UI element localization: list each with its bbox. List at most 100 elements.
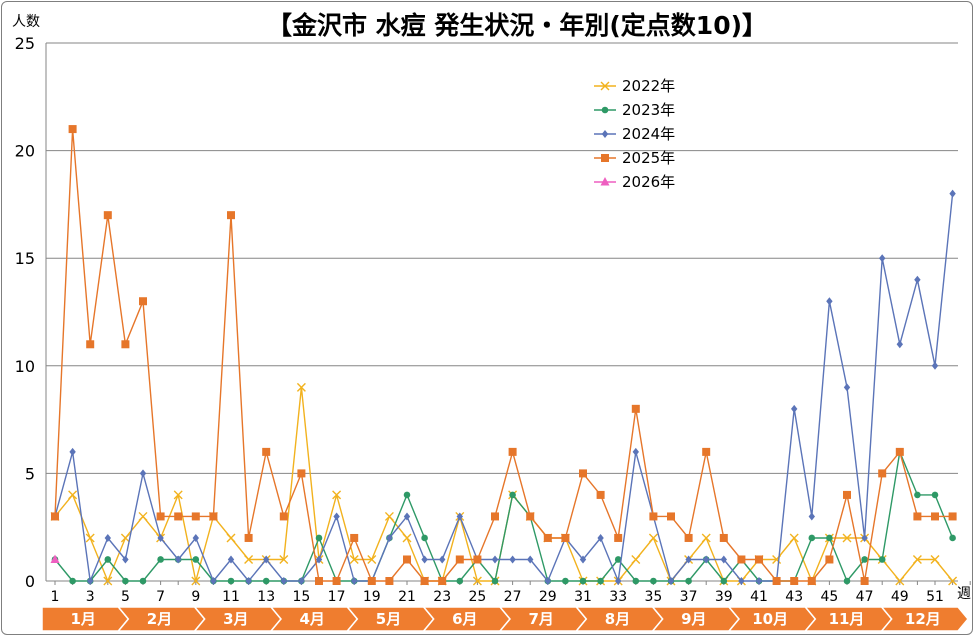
point-marker <box>103 576 113 586</box>
point-marker <box>808 534 816 542</box>
point-marker <box>279 554 289 564</box>
point-marker <box>297 469 306 478</box>
point-marker <box>139 469 147 478</box>
point-marker <box>403 491 411 499</box>
point-marker <box>68 125 77 134</box>
point-marker <box>719 533 728 542</box>
point-marker <box>738 577 745 585</box>
point-marker <box>685 555 692 564</box>
point-marker <box>737 555 746 564</box>
point-marker <box>526 512 535 521</box>
point-marker <box>843 577 851 585</box>
point-marker <box>192 556 200 563</box>
x-tick-label: 19 <box>363 589 381 605</box>
point-marker <box>139 577 147 585</box>
x-tick-label: 41 <box>750 589 768 605</box>
point-marker <box>720 555 727 564</box>
point-marker <box>421 555 428 564</box>
point-marker <box>543 533 552 542</box>
point-marker <box>826 534 833 542</box>
point-marker <box>579 469 587 478</box>
point-marker <box>227 577 235 585</box>
point-marker <box>87 577 94 585</box>
chart-title: 【金沢市 水痘 発生状況・年別(定点数10)】 <box>267 11 767 40</box>
point-marker <box>631 404 640 413</box>
point-marker <box>931 512 939 521</box>
point-marker <box>807 577 816 585</box>
point-marker <box>296 382 306 392</box>
month-band: 1月 2月 3月 4月 5月 6月 7月 8月 9月 10月 11月 12月 <box>41 606 969 632</box>
point-marker <box>808 512 815 521</box>
point-marker <box>861 533 868 542</box>
month-chevron: 10月 <box>727 606 817 632</box>
point-marker <box>227 555 235 564</box>
month-label: 2月 <box>147 610 172 628</box>
point-marker <box>914 491 921 499</box>
x-tick-label: 49 <box>891 589 909 605</box>
point-marker <box>684 533 693 542</box>
point-marker <box>298 577 305 585</box>
point-marker <box>861 556 868 563</box>
x-tick-label: 31 <box>574 589 592 605</box>
point-marker <box>69 577 76 585</box>
month-chevron: 4月 <box>269 606 359 632</box>
x-tick-label: 13 <box>257 589 275 605</box>
point-marker <box>315 534 323 542</box>
month-chevron: 8月 <box>574 606 664 632</box>
month-label: 3月 <box>223 610 248 628</box>
point-marker <box>685 577 692 585</box>
x-tick-label: 15 <box>292 589 310 605</box>
point-marker <box>386 533 393 542</box>
x-tick-label: 17 <box>328 589 346 605</box>
point-marker <box>703 555 710 564</box>
series-line <box>54 128 953 582</box>
point-marker <box>601 154 609 162</box>
point-marker <box>455 555 464 564</box>
x-tick-label: 3 <box>86 589 95 605</box>
point-marker <box>878 556 886 563</box>
x-tick-label: 39 <box>715 589 733 605</box>
point-marker <box>156 512 165 521</box>
legend-label: 2025年 <box>622 149 675 167</box>
point-marker <box>103 211 112 220</box>
month-label: 4月 <box>299 610 324 628</box>
point-marker <box>332 577 341 585</box>
point-marker <box>508 447 517 456</box>
point-marker <box>403 512 411 521</box>
point-marker <box>562 577 569 585</box>
month-label: 6月 <box>452 610 477 628</box>
x-tick-label: 47 <box>856 589 874 605</box>
point-marker <box>120 533 130 543</box>
month-chevron: 5月 <box>345 606 435 632</box>
x-tick-label: 27 <box>504 589 522 605</box>
point-marker <box>121 340 130 349</box>
legend-item: 2026年 <box>594 173 675 191</box>
x-tick-label: 1 <box>51 589 60 605</box>
point-marker <box>139 297 147 306</box>
series-2025年 <box>51 125 957 585</box>
point-marker <box>263 555 270 564</box>
point-marker <box>209 512 218 521</box>
point-marker <box>632 447 639 456</box>
point-marker <box>825 555 834 564</box>
point-marker <box>667 577 675 585</box>
month-chevron: 12月 <box>880 606 969 632</box>
point-marker <box>245 577 252 585</box>
legend-item: 2023年 <box>594 101 675 119</box>
y-tick-label: 0 <box>25 572 35 591</box>
point-marker <box>491 555 499 564</box>
month-label: 10月 <box>752 610 788 628</box>
x-tick-label: 45 <box>820 589 838 605</box>
point-marker <box>601 130 609 138</box>
point-marker <box>367 554 377 564</box>
point-marker <box>473 555 482 564</box>
point-marker <box>86 340 95 349</box>
point-marker <box>790 577 799 585</box>
point-marker <box>949 189 956 198</box>
point-marker <box>843 490 851 499</box>
x-tick-label: 29 <box>539 589 557 605</box>
point-marker <box>614 556 622 563</box>
point-marker <box>402 533 412 543</box>
point-marker <box>860 577 869 585</box>
month-label: 12月 <box>905 610 941 628</box>
